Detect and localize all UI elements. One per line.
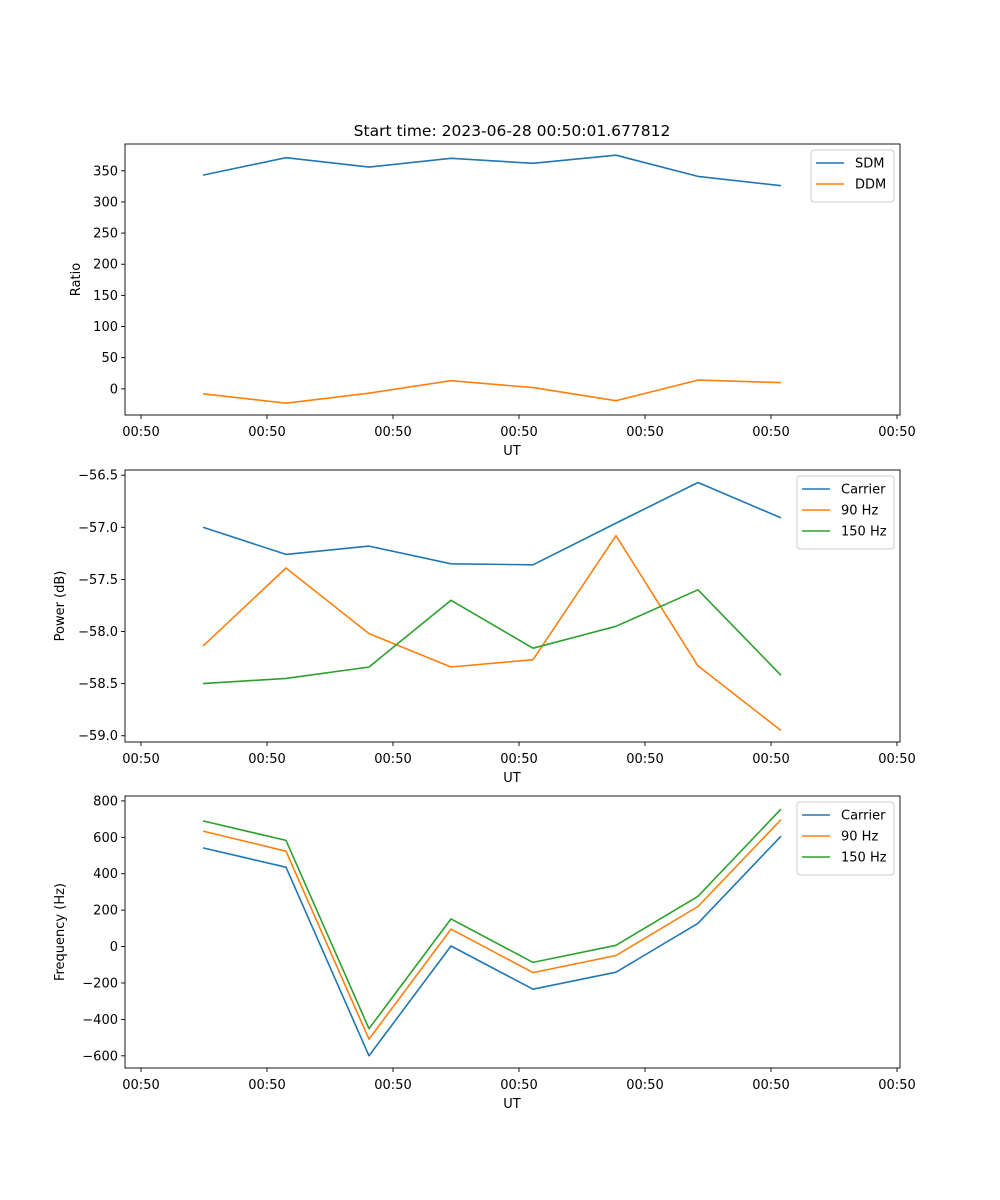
x-tick-label: 00:50 — [878, 425, 915, 440]
x-tick-label: 00:50 — [248, 1078, 285, 1093]
series-line-150-hz — [202, 588, 782, 685]
x-tick-label: 00:50 — [122, 1078, 159, 1093]
y-tick-label: −56.5 — [78, 469, 118, 484]
y-tick-label: −200 — [82, 976, 118, 991]
y-axis-label: Frequency (Hz) — [53, 883, 68, 981]
x-tick-label: 00:50 — [122, 425, 159, 440]
axes-frame — [124, 795, 901, 1069]
legend-entry: SDM — [855, 157, 884, 172]
x-tick-label: 00:50 — [878, 752, 915, 767]
x-tick-label: 00:50 — [374, 425, 411, 440]
y-tick-label: −400 — [82, 1013, 118, 1028]
legend: SDM DDM — [810, 149, 895, 203]
chart-panel-3: −600 −400 −200 0 200 400 600 800 00:50 00:50 00:50… — [53, 794, 916, 1112]
legend-entry: 150 Hz — [841, 525, 887, 540]
series-line-sdm — [202, 154, 782, 187]
figure-title: Start time: 2023-06-28 00:50:01.677812 — [354, 122, 671, 140]
y-tick-label: 200 — [93, 258, 118, 273]
y-tick-label: 600 — [93, 831, 118, 846]
y-tick-label: 50 — [101, 351, 118, 366]
y-tick-label: 800 — [93, 794, 118, 809]
x-tick-label: 00:50 — [626, 752, 663, 767]
chart-panels: 0 50 100 150 200 250 300 350 00:50 00:50 00:50 00:5… — [53, 143, 916, 1112]
x-tick-label: 00:50 — [752, 752, 789, 767]
y-tick-label: 100 — [93, 320, 118, 335]
axes-frame — [124, 469, 901, 743]
series-line-90-hz — [202, 534, 782, 732]
x-tick-label: 00:50 — [752, 425, 789, 440]
legend-entry: 150 Hz — [841, 851, 887, 866]
legend-entry: 90 Hz — [841, 830, 878, 845]
x-tick-label: 00:50 — [500, 425, 537, 440]
x-tick-label: 00:50 — [626, 1078, 663, 1093]
series-line-150-hz — [202, 808, 782, 1030]
y-tick-label: 0 — [110, 382, 118, 397]
y-tick-label: −59.0 — [78, 729, 118, 744]
series-line-carrier — [202, 835, 782, 1057]
chart-panel-2: −59.0 −58.5 −58.0 −57.5 −57.0 −56.5 00:50 00:50… — [53, 469, 916, 786]
legend-entry: Carrier — [841, 483, 886, 498]
series-line-carrier — [202, 481, 782, 566]
y-tick-label: 150 — [93, 289, 118, 304]
x-tick-label: 00:50 — [878, 1078, 915, 1093]
y-tick-label: 400 — [93, 867, 118, 882]
x-tick-label: 00:50 — [374, 752, 411, 767]
y-axis-label: Ratio — [69, 263, 84, 296]
x-axis-label: UT — [503, 444, 521, 459]
y-tick-label: −58.0 — [78, 625, 118, 640]
y-tick-label: −57.5 — [78, 573, 118, 588]
legend-entry: Carrier — [841, 809, 886, 824]
series-line-ddm — [202, 379, 782, 405]
x-tick-label: 00:50 — [122, 752, 159, 767]
y-tick-label: 350 — [93, 164, 118, 179]
x-axis-label: UT — [503, 771, 521, 786]
x-tick-label: 00:50 — [500, 1078, 537, 1093]
y-tick-label: −57.0 — [78, 521, 118, 536]
x-tick-label: 00:50 — [626, 425, 663, 440]
x-tick-label: 00:50 — [500, 752, 537, 767]
y-axis-label: Power (dB) — [53, 571, 68, 642]
y-tick-label: −58.5 — [78, 677, 118, 692]
y-tick-label: 200 — [93, 904, 118, 919]
chart-panel-1: 0 50 100 150 200 250 300 350 00:50 00:50 00:50 00:5… — [69, 143, 916, 459]
y-tick-label: 0 — [110, 940, 118, 955]
axes-frame — [124, 143, 901, 416]
y-tick-label: −600 — [82, 1049, 118, 1064]
x-tick-label: 00:50 — [374, 1078, 411, 1093]
series-line-90-hz — [202, 819, 782, 1040]
legend-entry: 90 Hz — [841, 504, 878, 519]
y-tick-label: 300 — [93, 195, 118, 210]
x-tick-label: 00:50 — [248, 752, 285, 767]
legend: Carrier 90 Hz 150 Hz — [796, 475, 895, 550]
legend: Carrier 90 Hz 150 Hz — [796, 801, 895, 876]
x-tick-label: 00:50 — [248, 425, 285, 440]
legend-entry: DDM — [855, 178, 886, 193]
y-tick-label: 250 — [93, 227, 118, 242]
x-tick-label: 00:50 — [752, 1078, 789, 1093]
x-axis-label: UT — [503, 1097, 521, 1112]
